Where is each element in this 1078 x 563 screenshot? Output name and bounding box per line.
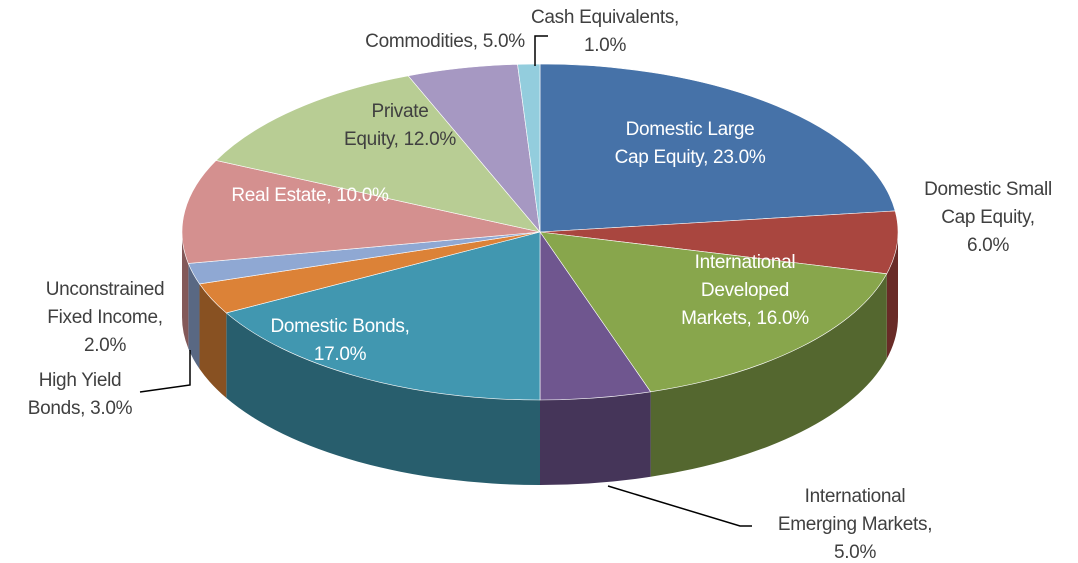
data-label-line: Bonds, 3.0% [28, 398, 133, 419]
data-label-line: Equity, 12.0% [344, 129, 456, 150]
data-label-line: 2.0% [84, 335, 127, 356]
data-label-line: Emerging Markets, [778, 514, 932, 535]
data-label-line: 17.0% [314, 344, 367, 365]
data-label: Unconstrained Fixed Income, 2.0% [46, 279, 165, 356]
data-label: Domestic Bonds, 17.0% [270, 316, 409, 365]
slice [539, 231, 888, 393]
data-label-line: High Yield [39, 370, 122, 391]
data-label-line: Fixed Income, [47, 307, 162, 328]
slice-side [650, 273, 887, 477]
data-label-line: Commodities, 5.0% [365, 31, 525, 52]
data-label-line: Private [371, 101, 428, 122]
data-label-line: Cap Equity, [941, 207, 1035, 228]
data-label: International Emerging Markets, 5.0% [778, 486, 932, 563]
data-label-line: Domestic Large [626, 119, 755, 140]
leader-line [607, 485, 752, 527]
data-label-line: International [805, 486, 906, 507]
slice [539, 63, 896, 233]
slice [539, 210, 899, 275]
data-label: Domestic Small Cap Equity, 6.0% [924, 179, 1052, 256]
data-label-line: 5.0% [834, 542, 877, 563]
data-label-line: Cash Equivalents, [531, 7, 679, 28]
data-label-line: Developed [701, 280, 789, 301]
data-label: High Yield Bonds, 3.0% [28, 370, 133, 419]
slice-side [540, 391, 651, 485]
data-label-line: Markets, 16.0% [681, 308, 809, 329]
data-label-line: Unconstrained [46, 279, 165, 300]
data-label-line: Cap Equity, 23.0% [615, 147, 766, 168]
data-label-line: 6.0% [967, 235, 1010, 256]
data-label: Cash Equivalents, 1.0% [531, 7, 679, 56]
slice [517, 63, 541, 233]
leader-line [139, 350, 191, 393]
data-label: Real Estate, 10.0% [231, 185, 389, 206]
slice-side [182, 232, 189, 349]
data-label-line: Domestic Small [924, 179, 1052, 200]
data-label: Private Equity, 12.0% [344, 101, 456, 150]
leader-line [534, 35, 548, 66]
data-label: Domestic Large Cap Equity, 23.0% [615, 119, 766, 168]
slice [225, 231, 541, 401]
slice-side [886, 232, 898, 359]
data-label-line: International [695, 252, 796, 273]
slice [181, 160, 541, 264]
data-label-line: Domestic Bonds, [270, 316, 409, 337]
data-label: Commodities, 5.0% [365, 31, 525, 52]
slice [215, 75, 541, 233]
data-label: International Developed Markets, 16.0% [681, 252, 809, 329]
data-label-line: Real Estate, 10.0% [231, 185, 389, 206]
data-label-line: 1.0% [584, 35, 627, 56]
slice-side [188, 263, 200, 369]
slice-side [199, 283, 227, 398]
slice-side [226, 312, 540, 485]
